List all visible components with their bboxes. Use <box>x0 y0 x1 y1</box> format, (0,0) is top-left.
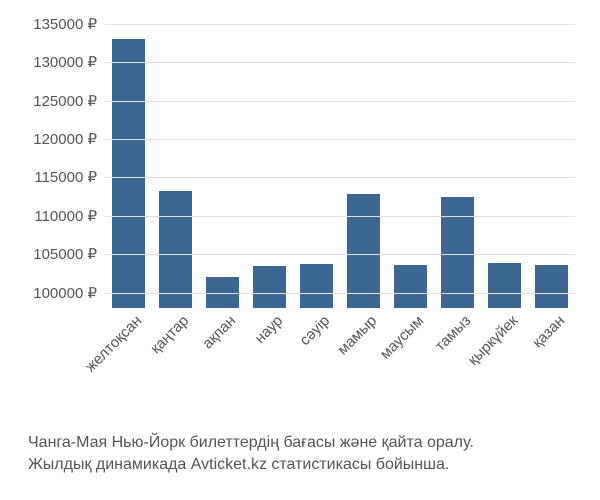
bar <box>300 264 333 308</box>
x-tick-label: ақпан <box>194 308 238 352</box>
bar <box>253 266 286 308</box>
x-tick-label: наур <box>247 308 286 347</box>
x-tick-label: маусым <box>372 308 427 363</box>
y-tick-label: 100000 ₽ <box>33 284 105 302</box>
bars-container: желтоқсанқаңтарақпаннаурсәуірмамырмаусым… <box>105 16 575 308</box>
bar-slot: қаңтар <box>152 16 199 308</box>
price-chart: желтоқсанқаңтарақпаннаурсәуірмамырмаусым… <box>0 0 600 500</box>
bar <box>347 194 380 308</box>
bar-slot: тамыз <box>434 16 481 308</box>
bar-slot: қыркүйек <box>481 16 528 308</box>
gridline <box>105 254 575 255</box>
y-tick-label: 125000 ₽ <box>33 92 105 110</box>
bar <box>394 265 427 308</box>
bar-slot: наур <box>246 16 293 308</box>
y-tick-label: 135000 ₽ <box>33 15 105 33</box>
bar-slot: маусым <box>387 16 434 308</box>
x-tick-label: желтоқсан <box>77 308 144 375</box>
x-tick-label: сәуір <box>292 308 333 349</box>
bar-slot: сәуір <box>293 16 340 308</box>
x-tick-label: қаңтар <box>143 308 192 357</box>
chart-caption: Чанга-Мая Нью-Йорк билеттердің бағасы жә… <box>28 432 582 475</box>
bar <box>112 39 145 308</box>
x-tick-label: мамыр <box>329 308 379 358</box>
bar-slot: қазан <box>528 16 575 308</box>
y-tick-label: 115000 ₽ <box>34 168 105 186</box>
gridline <box>105 216 575 217</box>
plot-area: желтоқсанқаңтарақпаннаурсәуірмамырмаусым… <box>105 16 575 308</box>
caption-line-1: Чанга-Мая Нью-Йорк билеттердің бағасы жә… <box>28 432 582 454</box>
y-tick-label: 120000 ₽ <box>33 130 105 148</box>
x-tick-label: қазан <box>524 308 567 351</box>
y-tick-label: 130000 ₽ <box>33 53 105 71</box>
gridline <box>105 293 575 294</box>
bar-slot: ақпан <box>199 16 246 308</box>
bar-slot: желтоқсан <box>105 16 152 308</box>
caption-line-2: Жылдық динамикада Avticket.kz статистика… <box>28 454 582 476</box>
bar <box>535 265 568 308</box>
gridline <box>105 62 575 63</box>
y-tick-label: 105000 ₽ <box>33 245 105 263</box>
gridline <box>105 101 575 102</box>
x-tick-label: қыркүйек <box>460 308 521 369</box>
bar <box>159 191 192 308</box>
gridline <box>105 24 575 25</box>
gridline <box>105 139 575 140</box>
y-tick-label: 110000 ₽ <box>34 207 105 225</box>
bar <box>441 197 474 308</box>
bar-slot: мамыр <box>340 16 387 308</box>
gridline <box>105 177 575 178</box>
bar <box>488 263 521 308</box>
